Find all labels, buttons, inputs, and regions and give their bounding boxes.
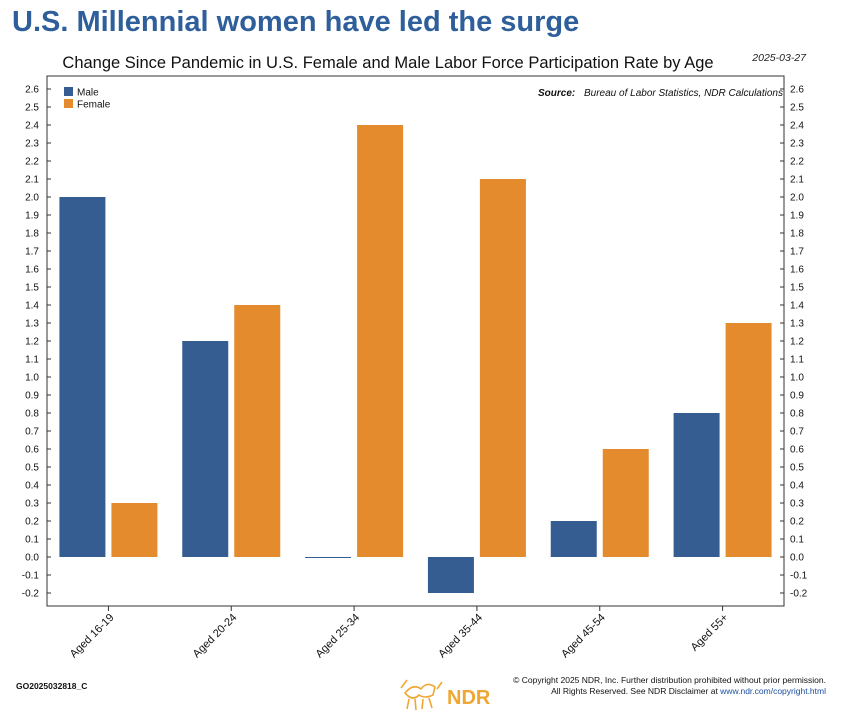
y-tick-label-left: 2.3 <box>25 139 39 150</box>
y-tick-label-right: 0.8 <box>790 409 804 420</box>
y-tick-label-right: 1.9 <box>790 211 804 222</box>
page-headline: U.S. Millennial women have led the surge <box>12 6 580 38</box>
bar-female-4 <box>602 449 649 557</box>
y-tick-label-left: 1.1 <box>25 355 39 366</box>
x-tick-label: Aged 55+ <box>689 612 731 654</box>
y-tick-label-left: 1.6 <box>25 265 39 276</box>
ndr-logo: NDR <box>400 679 491 711</box>
copyright-line-1: © Copyright 2025 NDR, Inc. Further distr… <box>513 675 826 685</box>
y-tick-label-right: 2.1 <box>790 175 804 186</box>
y-tick-label-right: 0.2 <box>790 517 804 528</box>
y-tick-label-left: -0.1 <box>22 571 40 582</box>
logo-text: NDR <box>447 687 491 709</box>
y-tick-label-right: 2.3 <box>790 139 804 150</box>
legend-swatch-female <box>64 99 73 108</box>
chart-id: GO2025032818_C <box>16 681 87 691</box>
y-tick-label-left: 2.6 <box>25 85 39 96</box>
y-tick-label-left: -0.2 <box>22 589 40 600</box>
y-tick-label-left: 0.9 <box>25 391 39 402</box>
bull-bear-icon <box>400 679 443 711</box>
source-label: Source: <box>538 88 575 99</box>
y-tick-label-right: -0.1 <box>790 571 808 582</box>
y-tick-label-left: 2.1 <box>25 175 39 186</box>
x-tick-label: Aged 20-24 <box>191 612 240 661</box>
y-tick-label-right: 1.0 <box>790 373 804 384</box>
y-tick-label-right: 1.8 <box>790 229 804 240</box>
y-tick-label-left: 0.2 <box>25 517 39 528</box>
y-tick-label-left: 1.9 <box>25 211 39 222</box>
bar-male-2 <box>305 557 352 558</box>
legend-label-male: Male <box>77 88 99 99</box>
chart-date: 2025-03-27 <box>751 52 807 64</box>
bar-male-4 <box>550 521 597 557</box>
y-tick-label-right: 0.9 <box>790 391 804 402</box>
y-tick-label-right: 2.4 <box>790 121 804 132</box>
y-tick-label-left: 0.3 <box>25 499 39 510</box>
y-tick-label-left: 2.0 <box>25 193 39 204</box>
y-tick-label-left: 0.7 <box>25 427 39 438</box>
y-tick-label-right: 1.6 <box>790 265 804 276</box>
y-tick-label-right: 0.3 <box>790 499 804 510</box>
bar-female-0 <box>111 503 158 557</box>
y-tick-label-right: -0.2 <box>790 589 808 600</box>
y-tick-label-left: 0.5 <box>25 463 39 474</box>
y-tick-label-left: 1.4 <box>25 301 39 312</box>
y-tick-label-right: 1.2 <box>790 337 804 348</box>
source-text: Bureau of Labor Statistics, NDR Calculat… <box>584 88 783 99</box>
bar-female-1 <box>234 305 281 557</box>
y-tick-label-right: 1.5 <box>790 283 804 294</box>
y-tick-label-left: 1.7 <box>25 247 39 258</box>
y-tick-label-right: 0.1 <box>790 535 804 546</box>
y-tick-label-right: 2.6 <box>790 85 804 96</box>
y-tick-label-right: 1.3 <box>790 319 804 330</box>
bar-female-2 <box>357 125 404 557</box>
y-tick-label-right: 1.1 <box>790 355 804 366</box>
y-tick-label-left: 1.0 <box>25 373 39 384</box>
y-tick-label-right: 2.0 <box>790 193 804 204</box>
bar-male-3 <box>427 557 474 593</box>
y-tick-label-right: 0.0 <box>790 553 804 564</box>
bar-female-3 <box>479 179 526 557</box>
bar-female-5 <box>725 323 772 557</box>
y-tick-label-right: 0.6 <box>790 445 804 456</box>
y-tick-label-right: 1.7 <box>790 247 804 258</box>
x-tick-label: Aged 45-54 <box>559 612 608 661</box>
bar-male-0 <box>59 197 106 557</box>
y-tick-label-right: 0.7 <box>790 427 804 438</box>
y-tick-label-left: 2.2 <box>25 157 39 168</box>
y-tick-label-right: 0.4 <box>790 481 804 492</box>
y-tick-label-right: 2.2 <box>790 157 804 168</box>
y-tick-label-left: 1.2 <box>25 337 39 348</box>
y-tick-label-right: 2.5 <box>790 103 804 114</box>
y-tick-label-left: 2.4 <box>25 121 39 132</box>
copyright-line-2-text: All Rights Reserved. See NDR Disclaimer … <box>551 686 720 696</box>
y-tick-label-left: 0.1 <box>25 535 39 546</box>
plot-frame <box>46 75 785 607</box>
bar-male-1 <box>182 341 229 557</box>
copyright-link[interactable]: www.ndr.com/copyright.html <box>719 686 826 696</box>
y-tick-label-left: 2.5 <box>25 103 39 114</box>
y-tick-label-left: 1.3 <box>25 319 39 330</box>
x-tick-label: Aged 25-34 <box>313 612 362 661</box>
x-tick-label: Aged 35-44 <box>436 612 485 661</box>
legend-label-female: Female <box>77 100 111 111</box>
y-tick-label-left: 0.4 <box>25 481 39 492</box>
y-tick-label-left: 0.8 <box>25 409 39 420</box>
y-tick-label-right: 0.5 <box>790 463 804 474</box>
x-tick-label: Aged 16-19 <box>68 612 117 661</box>
y-tick-label-left: 0.6 <box>25 445 39 456</box>
legend-swatch-male <box>64 87 73 96</box>
y-tick-label-left: 1.5 <box>25 283 39 294</box>
chart-title: Change Since Pandemic in U.S. Female and… <box>62 54 713 72</box>
y-tick-label-left: 1.8 <box>25 229 39 240</box>
bar-male-5 <box>673 413 720 557</box>
y-tick-label-left: 0.0 <box>25 553 39 564</box>
copyright-line-2: All Rights Reserved. See NDR Disclaimer … <box>551 686 826 696</box>
y-tick-label-right: 1.4 <box>790 301 804 312</box>
